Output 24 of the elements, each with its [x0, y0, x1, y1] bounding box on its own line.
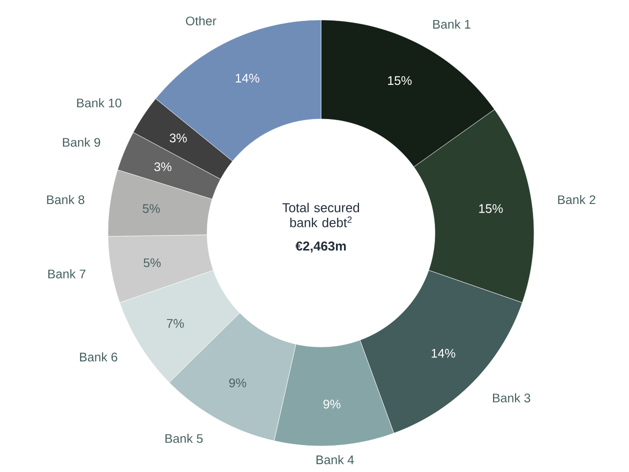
- text: €2,463m: [296, 241, 346, 253]
- slice-label: Bank 3: [493, 393, 530, 402]
- slice-label: Bank 9: [62, 138, 100, 147]
- slice-label: Bank 4: [316, 455, 354, 464]
- data-label: 14%: [432, 348, 456, 358]
- data-label: 15%: [479, 204, 503, 213]
- data-label: 7%: [166, 319, 184, 328]
- data-label: 14%: [236, 74, 260, 83]
- data-label: 5%: [142, 204, 160, 213]
- slice-label: Bank 10: [77, 98, 122, 108]
- slice-label: Bank 2: [558, 194, 596, 204]
- data-label: 15%: [388, 76, 412, 85]
- data-label: 3%: [154, 162, 172, 172]
- data-label: 9%: [323, 400, 340, 409]
- slice-label: Bank 6: [80, 352, 118, 362]
- data-label: 3%: [170, 134, 187, 142]
- slice-label: Bank 7: [48, 269, 86, 278]
- slice-label: Bank 1: [433, 20, 470, 29]
- slice-label: Other: [186, 16, 216, 26]
- slice-label: Bank 8: [47, 194, 84, 204]
- data-label: 9%: [229, 378, 246, 388]
- data-label: 5%: [144, 258, 161, 268]
- slice-label: Bank 5: [165, 434, 203, 443]
- text: Total secured bank debt$^{2}$: [282, 202, 360, 228]
